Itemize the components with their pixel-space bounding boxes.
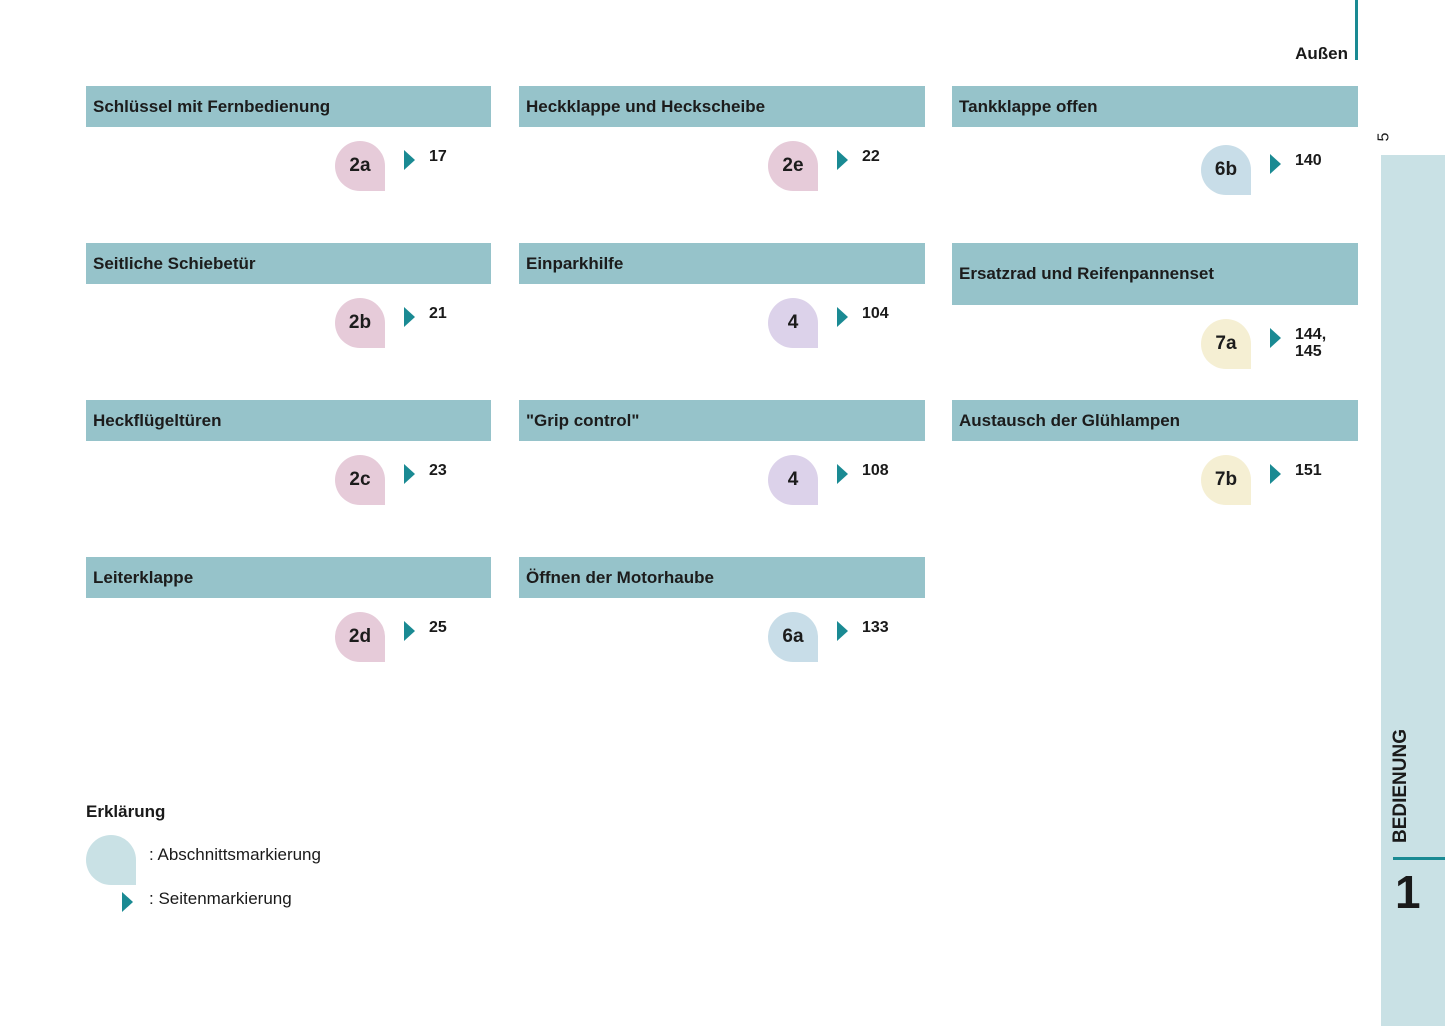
page-arrow-icon [1270, 328, 1281, 348]
card-header: Tankklappe offen [952, 86, 1358, 127]
card-title: Schlüssel mit Fernbedienung [93, 96, 331, 116]
chapter-tab: BEDIENUNG 1 [1381, 155, 1445, 1026]
section-badge: 4 [768, 298, 818, 348]
page-arrow-icon [1270, 154, 1281, 174]
page-arrow-icon [837, 307, 848, 327]
page-reference[interactable]: 23 [429, 462, 447, 479]
section-badge: 7a [1201, 319, 1251, 369]
page-reference[interactable]: 104 [862, 305, 889, 322]
card-header: Seitliche Schiebetür [86, 243, 491, 284]
card-title: Austausch der Glühlampen [959, 410, 1181, 430]
card-title: Öffnen der Motorhaube [526, 567, 714, 587]
section-badge: 2d [335, 612, 385, 662]
card-header: Ersatzrad und Reifenpannenset [952, 243, 1358, 305]
section-badge: 2b [335, 298, 385, 348]
page-arrow-icon [404, 150, 415, 170]
page-reference[interactable]: 25 [429, 619, 447, 636]
page-arrow-icon [404, 307, 415, 327]
card-title: Ersatzrad und Reifenpannenset [959, 264, 1215, 283]
page-reference[interactable]: 108 [862, 462, 889, 479]
section-title: Außen [1295, 44, 1348, 63]
legend-section-marker-icon [86, 835, 136, 885]
card-header: Heckflügeltüren [86, 400, 491, 441]
page-reference[interactable]: 140 [1295, 152, 1322, 169]
legend-page-marker-icon [122, 892, 133, 912]
chapter-number: 1 [1395, 866, 1421, 918]
page-reference[interactable]: 21 [429, 305, 447, 322]
chapter-rule [1393, 857, 1445, 860]
card-header: Leiterklappe [86, 557, 491, 598]
chapter-label: BEDIENUNG [1390, 729, 1411, 844]
legend-section-marker-label: : Abschnittsmarkierung [149, 845, 321, 864]
card-title: Einparkhilfe [526, 253, 624, 273]
section-badge: 4 [768, 455, 818, 505]
page-arrow-icon [404, 464, 415, 484]
page-reference[interactable]: 17 [429, 148, 447, 165]
section-badge: 7b [1201, 455, 1251, 505]
card-header: Einparkhilfe [519, 243, 925, 284]
card-title: "Grip control" [526, 410, 640, 430]
card-header: "Grip control" [519, 400, 925, 441]
section-badge: 2a [335, 141, 385, 191]
page-reference[interactable]: 144, 145 [1295, 326, 1327, 360]
section-badge: 6b [1201, 145, 1251, 195]
card-title: Seitliche Schiebetür [93, 253, 256, 273]
legend-title: Erklärung [86, 802, 166, 821]
card-title: Heckklappe und Heckscheibe [526, 96, 766, 116]
legend-page-marker-label: : Seitenmarkierung [149, 889, 292, 908]
section-badge: 2e [768, 141, 818, 191]
card-title: Leiterklappe [93, 567, 194, 587]
card-title: Tankklappe offen [959, 96, 1098, 116]
page-reference[interactable]: 151 [1295, 462, 1322, 479]
card-header: Heckklappe und Heckscheibe [519, 86, 925, 127]
page-arrow-icon [837, 150, 848, 170]
header-rule [1355, 0, 1358, 60]
page-number: 5 [1375, 132, 1393, 142]
card-header: Schlüssel mit Fernbedienung [86, 86, 491, 127]
page-reference[interactable]: 22 [862, 148, 880, 165]
page-arrow-icon [1270, 464, 1281, 484]
page-arrow-icon [404, 621, 415, 641]
card-header: Austausch der Glühlampen [952, 400, 1358, 441]
page-reference[interactable]: 133 [862, 619, 889, 636]
section-badge: 2c [335, 455, 385, 505]
card-title: Heckflügeltüren [93, 410, 222, 430]
page-arrow-icon [837, 621, 848, 641]
section-badge: 6a [768, 612, 818, 662]
page-arrow-icon [837, 464, 848, 484]
card-header: Öffnen der Motorhaube [519, 557, 925, 598]
